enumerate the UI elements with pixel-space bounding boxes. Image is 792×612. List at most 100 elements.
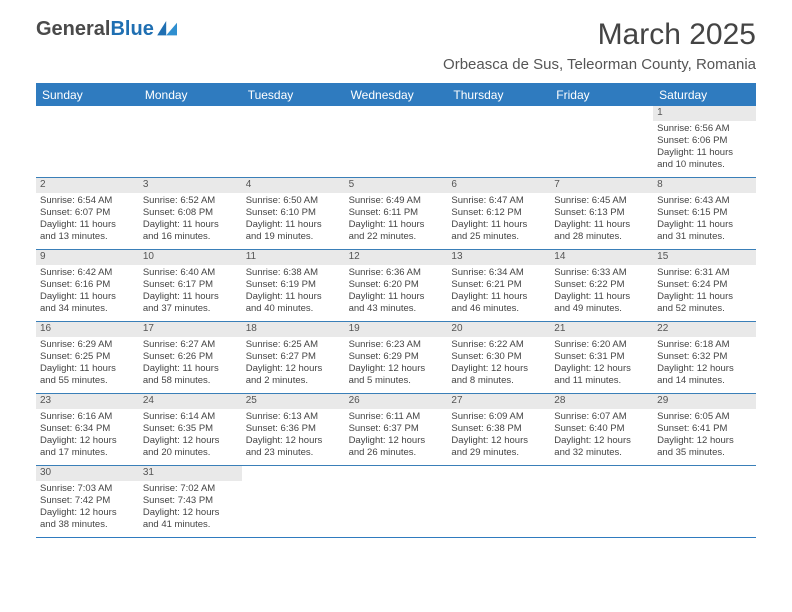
day-cell: 1Sunrise: 6:56 AMSunset: 6:06 PMDaylight…	[653, 106, 756, 178]
daylight-text: and 43 minutes.	[349, 303, 444, 315]
sunrise-text: Sunrise: 6:07 AM	[554, 411, 649, 423]
daylight-text: Daylight: 11 hours	[554, 219, 649, 231]
daylight-text: Daylight: 12 hours	[451, 363, 546, 375]
day-number: 31	[139, 466, 242, 481]
day-cell: 26Sunrise: 6:11 AMSunset: 6:37 PMDayligh…	[345, 394, 448, 466]
daylight-text: and 55 minutes.	[40, 375, 135, 387]
sunset-text: Sunset: 6:17 PM	[143, 279, 238, 291]
weekday-header: SundayMondayTuesdayWednesdayThursdayFrid…	[36, 84, 756, 106]
daylight-text: and 46 minutes.	[451, 303, 546, 315]
brand-text: GeneralBlue	[36, 18, 154, 41]
daylight-text: and 26 minutes.	[349, 447, 444, 459]
day-number: 2	[36, 178, 139, 193]
sunset-text: Sunset: 6:40 PM	[554, 423, 649, 435]
daylight-text: and 8 minutes.	[451, 375, 546, 387]
daylight-text: and 52 minutes.	[657, 303, 752, 315]
sunrise-text: Sunrise: 7:03 AM	[40, 483, 135, 495]
day-number: 1	[653, 106, 756, 121]
daylight-text: Daylight: 12 hours	[451, 435, 546, 447]
blank-cell	[447, 106, 550, 178]
daylight-text: Daylight: 11 hours	[40, 363, 135, 375]
sunset-text: Sunset: 6:07 PM	[40, 207, 135, 219]
day-cell: 20Sunrise: 6:22 AMSunset: 6:30 PMDayligh…	[447, 322, 550, 394]
sunset-text: Sunset: 6:19 PM	[246, 279, 341, 291]
sunrise-text: Sunrise: 6:54 AM	[40, 195, 135, 207]
title-block: March 2025 Orbeasca de Sus, Teleorman Co…	[443, 18, 756, 73]
daylight-text: and 25 minutes.	[451, 231, 546, 243]
week-row: 30Sunrise: 7:03 AMSunset: 7:42 PMDayligh…	[36, 466, 756, 538]
daylight-text: Daylight: 12 hours	[143, 507, 238, 519]
day-cell: 21Sunrise: 6:20 AMSunset: 6:31 PMDayligh…	[550, 322, 653, 394]
daylight-text: and 5 minutes.	[349, 375, 444, 387]
sunrise-text: Sunrise: 6:16 AM	[40, 411, 135, 423]
sunset-text: Sunset: 6:30 PM	[451, 351, 546, 363]
sunrise-text: Sunrise: 6:29 AM	[40, 339, 135, 351]
day-number: 18	[242, 322, 345, 337]
sunset-text: Sunset: 6:32 PM	[657, 351, 752, 363]
sunset-text: Sunset: 6:31 PM	[554, 351, 649, 363]
daylight-text: and 41 minutes.	[143, 519, 238, 531]
day-cell: 5Sunrise: 6:49 AMSunset: 6:11 PMDaylight…	[345, 178, 448, 250]
sunset-text: Sunset: 6:24 PM	[657, 279, 752, 291]
day-number: 26	[345, 394, 448, 409]
day-cell: 23Sunrise: 6:16 AMSunset: 6:34 PMDayligh…	[36, 394, 139, 466]
brand-part1: General	[36, 18, 110, 40]
day-number: 29	[653, 394, 756, 409]
sunrise-text: Sunrise: 6:49 AM	[349, 195, 444, 207]
calendar: SundayMondayTuesdayWednesdayThursdayFrid…	[36, 83, 756, 538]
daylight-text: Daylight: 11 hours	[246, 219, 341, 231]
sunrise-text: Sunrise: 6:11 AM	[349, 411, 444, 423]
daylight-text: Daylight: 11 hours	[451, 219, 546, 231]
sunrise-text: Sunrise: 7:02 AM	[143, 483, 238, 495]
daylight-text: and 31 minutes.	[657, 231, 752, 243]
sunrise-text: Sunrise: 6:20 AM	[554, 339, 649, 351]
sunset-text: Sunset: 6:12 PM	[451, 207, 546, 219]
daylight-text: Daylight: 11 hours	[40, 219, 135, 231]
day-cell: 11Sunrise: 6:38 AMSunset: 6:19 PMDayligh…	[242, 250, 345, 322]
day-number: 27	[447, 394, 550, 409]
day-cell: 19Sunrise: 6:23 AMSunset: 6:29 PMDayligh…	[345, 322, 448, 394]
blank-cell	[550, 106, 653, 178]
day-number: 15	[653, 250, 756, 265]
month-title: March 2025	[443, 18, 756, 52]
sunrise-text: Sunrise: 6:43 AM	[657, 195, 752, 207]
daylight-text: and 38 minutes.	[40, 519, 135, 531]
daylight-text: Daylight: 12 hours	[554, 435, 649, 447]
week-row: 16Sunrise: 6:29 AMSunset: 6:25 PMDayligh…	[36, 322, 756, 394]
daylight-text: and 20 minutes.	[143, 447, 238, 459]
day-number: 8	[653, 178, 756, 193]
day-number: 23	[36, 394, 139, 409]
day-cell: 24Sunrise: 6:14 AMSunset: 6:35 PMDayligh…	[139, 394, 242, 466]
day-cell: 30Sunrise: 7:03 AMSunset: 7:42 PMDayligh…	[36, 466, 139, 538]
daylight-text: Daylight: 11 hours	[246, 291, 341, 303]
weekday-label: Monday	[139, 84, 242, 106]
day-number: 28	[550, 394, 653, 409]
sunrise-text: Sunrise: 6:09 AM	[451, 411, 546, 423]
daylight-text: and 14 minutes.	[657, 375, 752, 387]
daylight-text: Daylight: 11 hours	[349, 291, 444, 303]
daylight-text: and 28 minutes.	[554, 231, 649, 243]
sunset-text: Sunset: 6:16 PM	[40, 279, 135, 291]
day-number: 7	[550, 178, 653, 193]
daylight-text: and 58 minutes.	[143, 375, 238, 387]
daylight-text: Daylight: 12 hours	[657, 363, 752, 375]
sunset-text: Sunset: 6:41 PM	[657, 423, 752, 435]
daylight-text: and 37 minutes.	[143, 303, 238, 315]
sunrise-text: Sunrise: 6:38 AM	[246, 267, 341, 279]
sunrise-text: Sunrise: 6:05 AM	[657, 411, 752, 423]
sunset-text: Sunset: 6:13 PM	[554, 207, 649, 219]
daylight-text: and 35 minutes.	[657, 447, 752, 459]
brand-part2: Blue	[110, 18, 153, 40]
sunset-text: Sunset: 7:43 PM	[143, 495, 238, 507]
sunset-text: Sunset: 6:22 PM	[554, 279, 649, 291]
sunrise-text: Sunrise: 6:34 AM	[451, 267, 546, 279]
sunset-text: Sunset: 7:42 PM	[40, 495, 135, 507]
sunrise-text: Sunrise: 6:36 AM	[349, 267, 444, 279]
sunset-text: Sunset: 6:36 PM	[246, 423, 341, 435]
sunset-text: Sunset: 6:38 PM	[451, 423, 546, 435]
daylight-text: Daylight: 12 hours	[40, 507, 135, 519]
day-number: 10	[139, 250, 242, 265]
blank-cell	[242, 466, 345, 538]
day-number: 9	[36, 250, 139, 265]
day-number: 17	[139, 322, 242, 337]
